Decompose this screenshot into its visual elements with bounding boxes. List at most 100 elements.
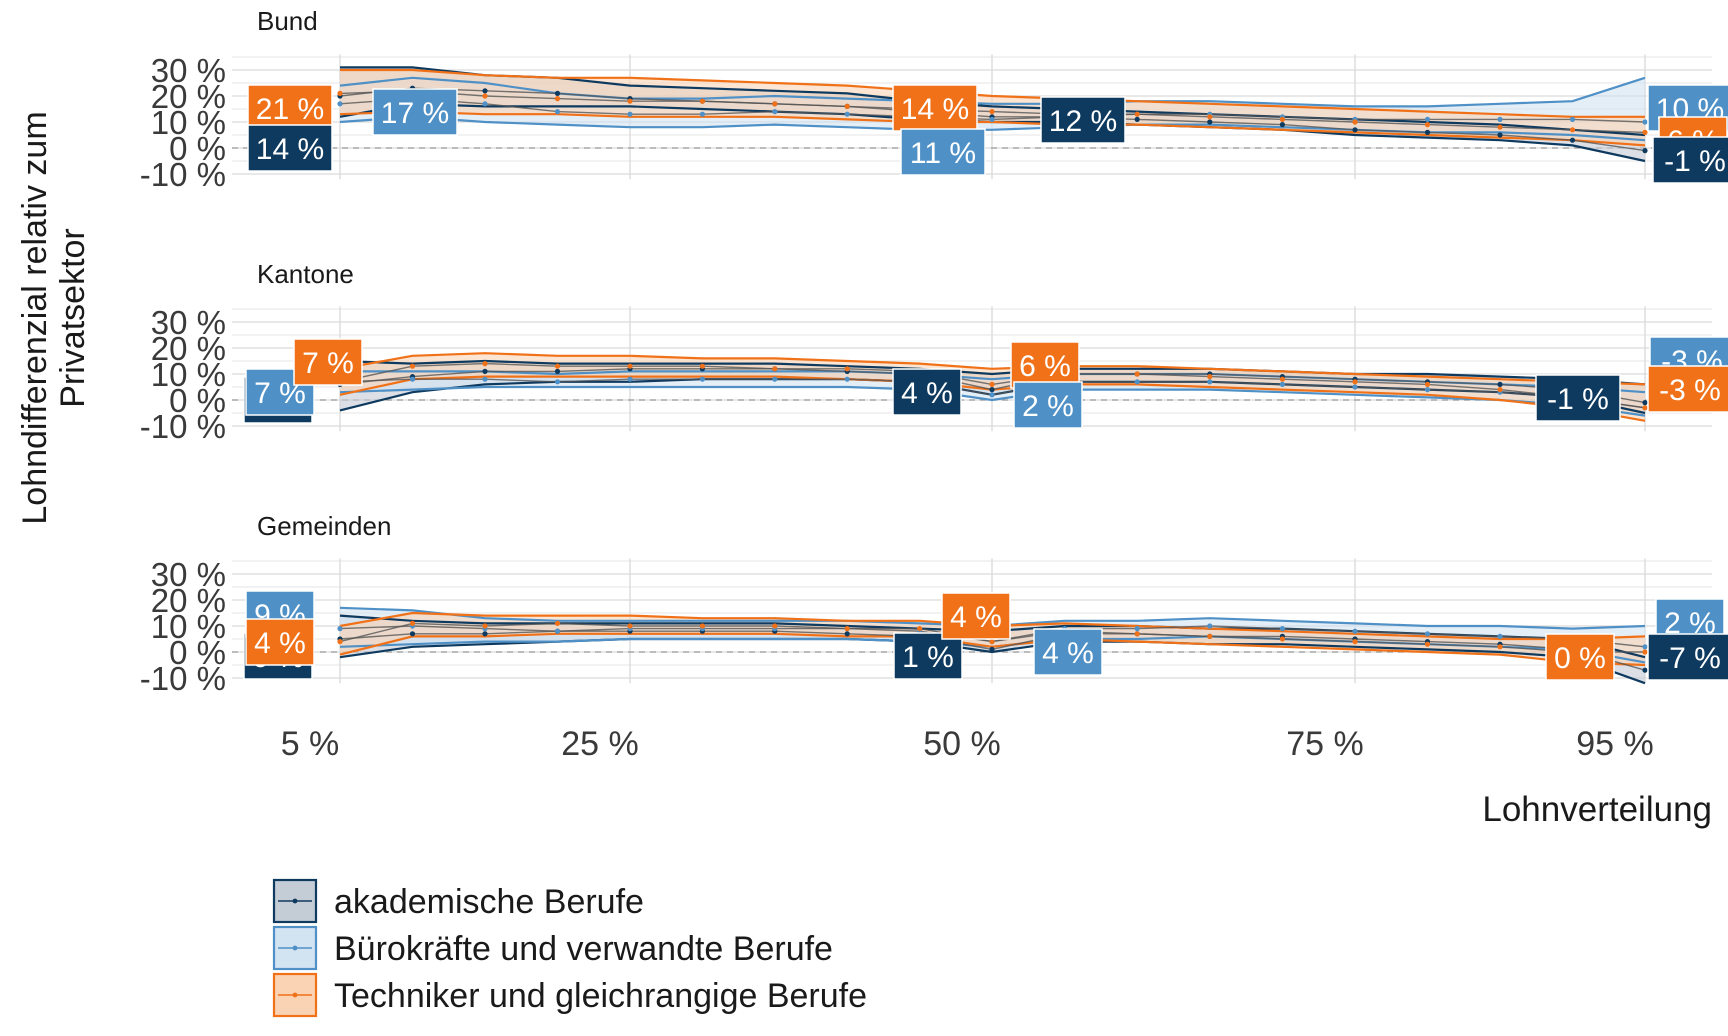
y-axis-title: Lohndifferenzial relativ zumPrivatsektor [16, 111, 92, 524]
value-label: 4 % [1042, 637, 1094, 670]
value-label: 1 % [902, 641, 954, 674]
value-label-box [1647, 365, 1728, 413]
x-tick-label: 50 % [923, 725, 1001, 763]
data-point-techniker [1279, 376, 1285, 382]
value-label-box [1013, 381, 1083, 429]
ci-ribbon-techniker [340, 353, 1645, 421]
data-point-akademisch [409, 631, 416, 637]
data-point-buero [1497, 633, 1503, 640]
data-point-buero [1424, 631, 1431, 637]
data-point-buero [699, 376, 706, 382]
data-point-buero [1569, 116, 1576, 122]
value-label: 17 % [381, 97, 449, 130]
value-label-box [1033, 628, 1103, 676]
panel-title: Gemeinden [257, 511, 391, 541]
data-point-techniker [844, 366, 850, 372]
value-label-box [1647, 633, 1728, 681]
data-point-akademisch [482, 368, 488, 374]
data-point-buero [1497, 116, 1503, 122]
value-label: 2 % [1022, 390, 1074, 423]
y-tick-label: 0 % [169, 130, 226, 167]
y-tick-label: -10 % [140, 156, 226, 193]
data-point-buero [1352, 628, 1358, 634]
y-tick-label: 0 % [169, 382, 226, 419]
data-point-akademisch [554, 368, 561, 374]
data-point-buero [554, 109, 561, 115]
data-point-akademisch [1134, 116, 1140, 122]
data-point-akademisch [1569, 137, 1576, 143]
value-label-box [892, 368, 962, 416]
panel-title: Bund [257, 6, 318, 36]
data-point-techniker [1134, 371, 1140, 377]
value-label: 21 % [256, 93, 324, 126]
data-point-buero [627, 111, 633, 117]
data-point-buero [1279, 381, 1285, 387]
data-point-akademisch [844, 631, 850, 637]
data-point-akademisch [1642, 400, 1648, 406]
value-label-box [1010, 341, 1080, 389]
data-point-buero [1642, 644, 1648, 650]
value-label: -3 % [1659, 374, 1721, 407]
data-point-techniker [772, 101, 778, 107]
value-label: 14 % [901, 93, 969, 126]
value-label: -7 % [1659, 642, 1721, 675]
value-label-box [1545, 633, 1615, 681]
data-point-techniker [1642, 129, 1648, 135]
data-point-techniker [1279, 116, 1285, 122]
y-tick-label: 10 % [151, 608, 226, 645]
data-point-techniker [989, 639, 995, 645]
data-point-techniker [844, 103, 850, 109]
value-label-box [372, 88, 458, 136]
data-point-buero [989, 392, 995, 398]
data-point-buero [337, 626, 343, 632]
data-point-techniker [627, 98, 633, 104]
data-point-buero [844, 376, 850, 382]
data-point-buero [554, 379, 561, 385]
data-point-techniker [1279, 636, 1285, 642]
data-point-techniker [554, 620, 561, 627]
data-point-techniker [337, 90, 343, 96]
data-point-akademisch [989, 387, 995, 393]
data-point-buero [1424, 116, 1431, 122]
data-point-techniker [1207, 633, 1213, 640]
data-point-akademisch [482, 88, 488, 94]
data-point-techniker [1424, 381, 1431, 387]
y-axis-title-line: Privatsektor [54, 228, 92, 408]
data-point-akademisch [1424, 129, 1431, 135]
x-tick-label: 95 % [1576, 725, 1654, 763]
data-point-buero [1134, 626, 1140, 632]
y-tick-label: -10 % [140, 660, 226, 697]
legend-key-point [292, 992, 298, 998]
value-label: 4 % [950, 601, 1002, 634]
data-point-techniker [1424, 641, 1431, 647]
ci-bound-buero [339, 385, 1646, 417]
data-point-akademisch [1497, 132, 1503, 138]
ci-bound-techniker [340, 68, 1645, 118]
ci-bound-akademisch [339, 359, 1646, 386]
data-point-techniker [772, 366, 778, 372]
data-point-buero [627, 376, 633, 382]
data-point-techniker [627, 623, 633, 629]
value-label: 7 % [302, 347, 354, 380]
value-label-box [293, 338, 363, 386]
panel-bund: Bund 30 %20 %10 %0 %-10 % 21 % 14 % 17 % 14 %… [140, 6, 1728, 193]
data-point-techniker [1497, 644, 1503, 650]
y-tick-label: 20 % [151, 582, 226, 619]
data-point-buero [772, 109, 778, 115]
x-axis-title: Lohnverteilung [1482, 790, 1712, 829]
data-point-buero [1424, 387, 1431, 393]
data-point-techniker [844, 626, 850, 632]
data-point-techniker [917, 626, 923, 632]
value-label: 4 % [901, 377, 953, 410]
y-tick-label: 10 % [151, 356, 226, 393]
data-point-buero [1207, 623, 1213, 629]
data-point-techniker [1207, 374, 1213, 380]
data-point-buero [1642, 119, 1648, 125]
value-label-box [900, 128, 986, 176]
value-label-box [1040, 96, 1126, 144]
data-point-buero [699, 111, 706, 117]
x-tick-label: 75 % [1286, 725, 1364, 763]
data-point-akademisch [1497, 381, 1503, 387]
